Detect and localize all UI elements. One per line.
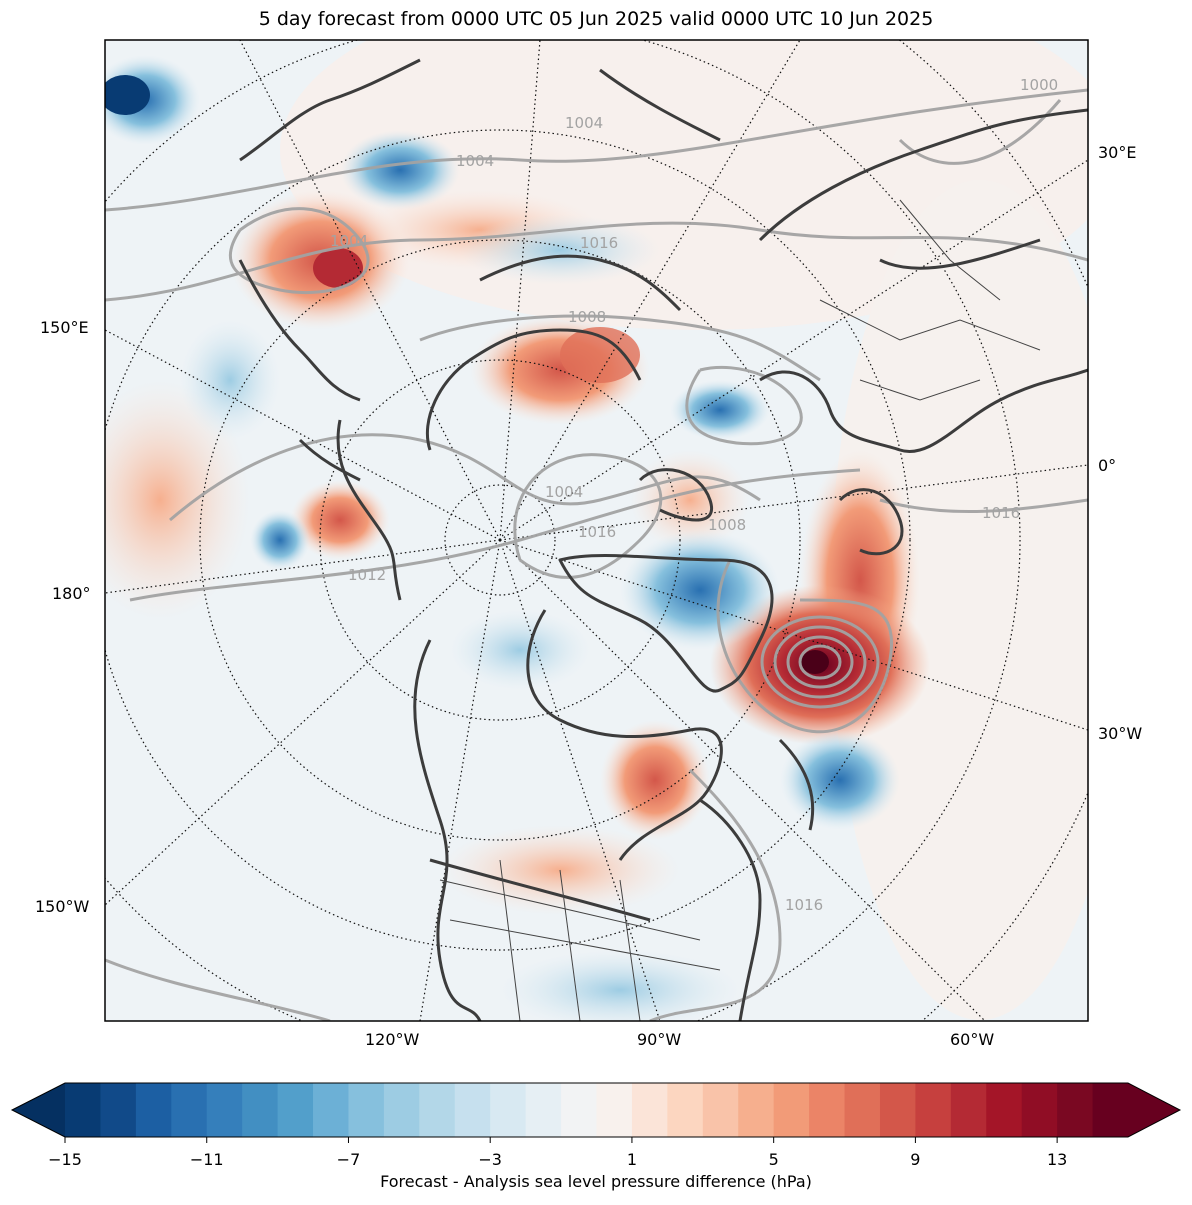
colorbar-label: Forecast - Analysis sea level pressure d… xyxy=(380,1172,812,1191)
colorbar-swatch xyxy=(206,1083,243,1137)
isobar-labels: 1004 1004 1004 1008 1008 1012 1016 1016 … xyxy=(330,76,1058,914)
colorbar-tick-label: 5 xyxy=(769,1150,779,1169)
colorbar-swatch xyxy=(1021,1083,1058,1137)
isobar-label: 1016 xyxy=(785,896,823,914)
colorbar-swatch xyxy=(135,1083,172,1137)
colorbar-tick-label: −11 xyxy=(190,1150,224,1169)
lon-label-bottom: 60°W xyxy=(950,1030,995,1049)
map-panel: 1004 1004 1004 1008 1008 1012 1016 1016 … xyxy=(105,40,1088,1021)
isobar-label: 1000 xyxy=(1020,76,1058,94)
lon-label-bottom: 90°W xyxy=(637,1030,682,1049)
isobar-label: 1016 xyxy=(580,234,618,252)
colorbar-swatch xyxy=(348,1083,385,1137)
isobar-label: 1016 xyxy=(982,504,1020,522)
colorbar-swatch xyxy=(1092,1083,1129,1137)
lon-label-right: 0° xyxy=(1098,456,1117,475)
colorbar-swatch xyxy=(490,1083,527,1137)
colorbar-tick-label: −15 xyxy=(48,1150,82,1169)
colorbar-swatch xyxy=(419,1083,456,1137)
colorbar-swatch xyxy=(313,1083,349,1137)
figure-title: 5 day forecast from 0000 UTC 05 Jun 2025… xyxy=(258,8,934,30)
lon-label-left: 180° xyxy=(52,584,91,603)
isobar-label: 1004 xyxy=(330,232,368,250)
isobar-label: 1004 xyxy=(565,114,603,132)
colorbar-swatch xyxy=(561,1083,597,1137)
lon-label-right: 30°E xyxy=(1098,143,1137,162)
colorbar-swatch xyxy=(950,1083,987,1137)
map-frame xyxy=(104,39,1089,1022)
lon-label-left: 150°E xyxy=(40,318,89,337)
colorbar-extend-low xyxy=(12,1083,65,1137)
colorbar-swatch xyxy=(631,1083,668,1137)
lon-label-right: 30°W xyxy=(1098,724,1143,743)
pressure-anomaly-field xyxy=(105,40,1088,1021)
colorbar-swatch xyxy=(773,1083,810,1137)
colorbar-swatch xyxy=(277,1083,314,1137)
lon-label-bottom: 120°W xyxy=(365,1030,420,1049)
isobar-label: 1008 xyxy=(568,308,606,326)
colorbar-swatch xyxy=(667,1083,704,1137)
colorbar-swatch xyxy=(596,1083,633,1137)
colorbar-swatch xyxy=(383,1083,420,1137)
colorbar-swatch xyxy=(1057,1083,1094,1137)
colorbar-swatch xyxy=(738,1083,775,1137)
colorbar-swatch xyxy=(809,1083,846,1137)
colorbar-swatch xyxy=(915,1083,952,1137)
colorbar-tick-label: −7 xyxy=(337,1150,361,1169)
colorbar-tick-label: 1 xyxy=(627,1150,637,1169)
colorbar-swatch xyxy=(454,1083,491,1137)
colorbar-tick-label: −3 xyxy=(478,1150,502,1169)
colorbar-extend-high xyxy=(1128,1083,1180,1137)
isobar-label: 1004 xyxy=(545,483,583,501)
colorbar-swatch xyxy=(986,1083,1023,1137)
colorbar-swatch xyxy=(65,1083,101,1137)
colorbar-swatch xyxy=(879,1083,916,1137)
colorbar-tick-label: 9 xyxy=(910,1150,920,1169)
colorbar-swatch xyxy=(525,1083,562,1137)
colorbar-swatch xyxy=(702,1083,739,1137)
coastlines xyxy=(238,58,1088,1021)
colorbar-swatch xyxy=(242,1083,279,1137)
isobar-label: 1008 xyxy=(708,516,746,534)
colorbar: −15 −11 −7 −3 1 5 9 13 xyxy=(10,1082,1182,1169)
isobar-label: 1016 xyxy=(578,523,616,541)
isobars xyxy=(105,88,1088,1021)
colorbar-swatch xyxy=(100,1083,137,1137)
graticule xyxy=(105,40,1088,1021)
isobar-label: 1004 xyxy=(456,152,494,170)
lon-label-left: 150°W xyxy=(35,897,90,916)
country-borders xyxy=(439,199,1041,1021)
colorbar-swatch xyxy=(844,1083,881,1137)
colorbar-swatch xyxy=(171,1083,208,1137)
colorbar-tick-label: 13 xyxy=(1047,1150,1067,1169)
isobar-label: 1012 xyxy=(348,566,386,584)
